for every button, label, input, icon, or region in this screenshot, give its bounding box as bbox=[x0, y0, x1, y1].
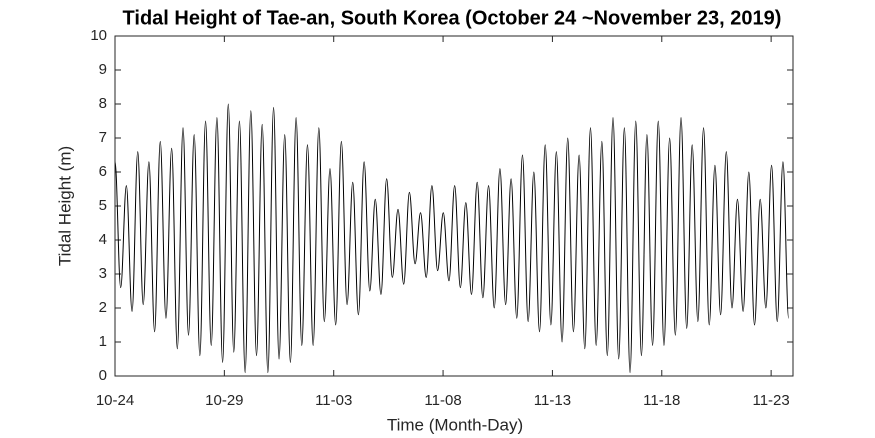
y-tick-label: 1 bbox=[99, 333, 107, 350]
plot-frame bbox=[114, 35, 794, 377]
x-tick-label: 11-08 bbox=[424, 392, 461, 409]
y-tick-label: 10 bbox=[90, 27, 107, 44]
x-tick-label: 11-13 bbox=[534, 392, 571, 409]
y-tick-label: 0 bbox=[99, 367, 107, 384]
x-tick-label: 10-29 bbox=[205, 392, 243, 409]
y-tick-label: 5 bbox=[99, 197, 107, 214]
y-tick-label: 6 bbox=[99, 163, 107, 180]
y-tick-label: 8 bbox=[99, 95, 107, 112]
tide-line bbox=[114, 103, 790, 374]
y-tick-label: 2 bbox=[99, 299, 107, 316]
chart-title: Tidal Height of Tae-an, South Korea (Oct… bbox=[123, 7, 782, 29]
x-tick-label: 11-18 bbox=[643, 392, 680, 409]
y-axis-label: Tidal Height (m) bbox=[55, 146, 74, 266]
x-tick-label: 10-24 bbox=[96, 392, 134, 409]
x-tick-label: 11-03 bbox=[315, 392, 352, 409]
y-tick-label: 7 bbox=[99, 129, 107, 146]
y-tick-label: 3 bbox=[99, 265, 107, 282]
y-tick-label: 4 bbox=[99, 231, 107, 248]
x-tick-label: 11-23 bbox=[752, 392, 789, 409]
x-axis-label: Time (Month-Day) bbox=[387, 415, 523, 434]
y-tick-label: 9 bbox=[99, 61, 107, 78]
